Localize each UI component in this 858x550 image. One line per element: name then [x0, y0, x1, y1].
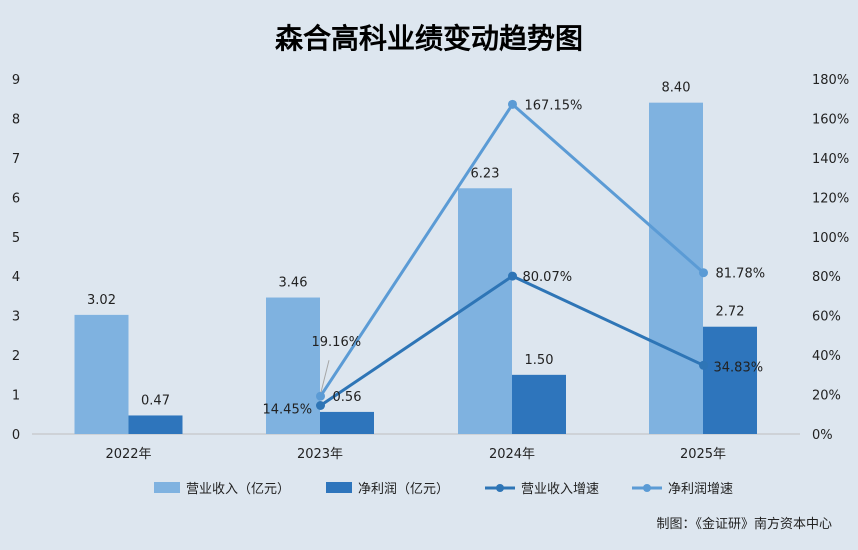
right-axis-tick: 120% [812, 191, 849, 206]
legend-label: 净利润（亿元） [358, 482, 449, 497]
line-data-label: 167.15% [525, 98, 583, 113]
category-labels: 2022年 2023年 2024年 2025年 [105, 447, 726, 462]
bar-data-label: 1.50 [525, 353, 554, 368]
bar-data-label: 8.40 [662, 81, 691, 96]
line-marker [699, 268, 708, 278]
left-axis-tick: 5 [12, 231, 20, 246]
left-axis-tick: 2 [12, 349, 20, 364]
legend-marker [496, 484, 504, 492]
left-axis-tick: 6 [12, 191, 20, 206]
line-data-label: 34.83% [714, 360, 764, 375]
bar-data-label: 6.23 [471, 166, 500, 181]
right-axis-tick: 100% [812, 231, 849, 246]
right-axis: 0% 20% 40% 60% 80% 100% 120% 140% 160% 180% [812, 73, 849, 443]
category-label: 2022年 [105, 447, 151, 462]
right-axis-tick: 60% [812, 310, 841, 325]
revenue-bar [266, 297, 320, 434]
profit-bar [512, 374, 566, 434]
line-marker [508, 99, 517, 109]
line-data-label: 19.16% [312, 335, 362, 350]
label-leader-line [320, 360, 330, 393]
legend-swatch [154, 482, 180, 493]
legend-marker [643, 484, 651, 492]
data-labels: 3.02 3.46 6.23 8.40 0.47 0.56 1.50 2.72 14.45% 80… [87, 81, 765, 418]
category-label: 2025年 [680, 447, 726, 462]
revenue-bar [74, 314, 129, 434]
profit-bar [703, 326, 757, 434]
right-axis-tick: 180% [812, 73, 849, 88]
left-axis-tick: 3 [12, 310, 20, 325]
right-axis-tick: 40% [812, 349, 841, 364]
bar-data-label: 0.56 [333, 390, 362, 405]
line-data-label: 81.78% [716, 267, 766, 282]
bar-data-label: 3.02 [87, 293, 116, 308]
lines [316, 99, 708, 411]
line-marker [699, 360, 708, 370]
revenue-bar [458, 188, 512, 434]
left-axis-tick: 4 [12, 270, 20, 285]
right-axis-tick: 160% [812, 112, 849, 127]
category-label: 2024年 [489, 447, 535, 462]
left-axis-tick: 9 [12, 73, 20, 88]
line-marker [316, 401, 325, 411]
right-axis-tick: 80% [812, 270, 841, 285]
right-axis-tick: 0% [812, 428, 833, 443]
left-axis-tick: 0 [12, 428, 20, 443]
legend-swatch [326, 482, 352, 493]
left-axis: 0 1 2 3 4 5 6 7 8 9 [12, 73, 20, 443]
bar-data-label: 0.47 [141, 393, 170, 408]
bar-data-label: 2.72 [716, 305, 745, 320]
legend-label: 净利润增速 [668, 482, 733, 497]
profit-bar [128, 415, 183, 434]
legend: 营业收入（亿元） 净利润（亿元） 营业收入增速 净利润增速 [154, 482, 733, 497]
line-data-label: 14.45% [263, 403, 313, 418]
revenue-bar [649, 102, 703, 435]
right-axis-tick: 140% [812, 152, 849, 167]
category-label: 2023年 [297, 447, 343, 462]
line-marker [508, 271, 517, 281]
legend-label: 营业收入增速 [521, 482, 599, 497]
line-data-label: 80.07% [523, 270, 573, 285]
left-axis-tick: 8 [12, 112, 20, 127]
credit-text: 制图：《金证研》南方资本中心 [656, 516, 832, 532]
bars [74, 102, 757, 435]
right-axis-tick: 20% [812, 389, 841, 404]
bar-data-label: 3.46 [279, 276, 308, 291]
chart-title: 森合高科业绩变动趋势图 [275, 22, 583, 55]
left-axis-tick: 1 [12, 389, 20, 404]
profit-bar [320, 411, 374, 434]
legend-label: 营业收入（亿元） [186, 482, 290, 497]
line-marker [316, 391, 325, 401]
left-axis-tick: 7 [12, 152, 20, 167]
